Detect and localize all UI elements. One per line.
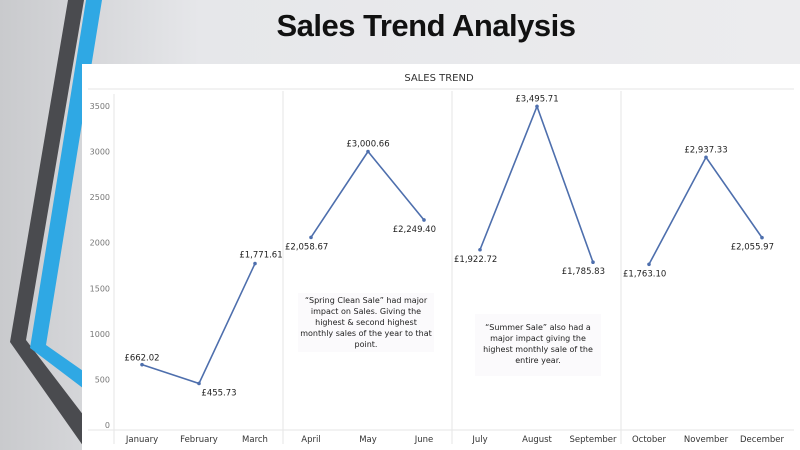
data-label: £2,937.33: [684, 145, 727, 155]
data-label: £2,055.97: [731, 243, 774, 253]
data-label: £3,000.66: [346, 140, 389, 150]
x-tick-label: March: [242, 435, 268, 445]
data-point: [704, 155, 708, 160]
x-tick-label: September: [570, 435, 617, 445]
data-label: £1,785.83: [562, 267, 605, 277]
series-line-segment: [141, 263, 256, 385]
data-point: [253, 261, 257, 266]
x-tick-label: April: [301, 435, 320, 445]
y-tick-label: 2000: [90, 239, 110, 248]
data-point: [478, 247, 482, 252]
data-label: £1,763.10: [623, 269, 666, 279]
y-tick-label: 2500: [90, 193, 110, 202]
data-point: [760, 235, 764, 240]
annotation-summer-sale: “Summer Sale” also had a major impact gi…: [475, 314, 601, 376]
y-tick-label: 1500: [90, 284, 110, 293]
annotation-spring-sale: “Spring Clean Sale” had major impact on …: [298, 293, 434, 352]
data-point: [140, 362, 144, 367]
data-label: £2,058.67: [285, 242, 328, 252]
data-label: £2,249.40: [393, 225, 436, 235]
data-label: £1,922.72: [454, 255, 497, 265]
x-tick-label: May: [359, 435, 377, 445]
data-point: [591, 260, 595, 265]
dark-stripe: [10, 0, 110, 450]
data-point: [197, 381, 201, 386]
data-label: £1,771.61: [239, 251, 282, 261]
series-line-segment: [479, 104, 594, 263]
y-tick-label: 1000: [90, 330, 110, 339]
x-tick-label: November: [684, 435, 729, 445]
x-tick-label: July: [471, 435, 487, 445]
x-tick-label: August: [522, 435, 552, 445]
x-tick-label: December: [740, 435, 785, 445]
sales-trend-chart: SALES TREND 0 500 1000 1500 2000 2500 3000 3500…: [88, 73, 794, 445]
x-tick-label: January: [125, 435, 158, 445]
data-point: [366, 149, 370, 154]
slide-title: Sales Trend Analysis: [276, 8, 576, 43]
y-tick-label: 500: [95, 375, 110, 384]
data-point: [535, 104, 539, 109]
y-tick-label: 3500: [90, 102, 110, 111]
data-label: £662.02: [124, 354, 159, 364]
y-tick-label: 3000: [90, 148, 110, 157]
data-point: [647, 262, 651, 267]
data-point: [309, 235, 313, 240]
x-tick-label: February: [180, 435, 218, 445]
x-tick-label: June: [414, 435, 434, 445]
x-tick-label: October: [632, 435, 667, 445]
data-label: £3,495.71: [515, 94, 558, 104]
chart-title: SALES TREND: [404, 73, 474, 84]
data-point: [422, 218, 426, 222]
data-label: £455.73: [201, 388, 236, 398]
y-tick-label: 0: [105, 421, 110, 430]
chart-panel: SALES TREND 0 500 1000 1500 2000 2500 3000 3500…: [82, 64, 800, 450]
